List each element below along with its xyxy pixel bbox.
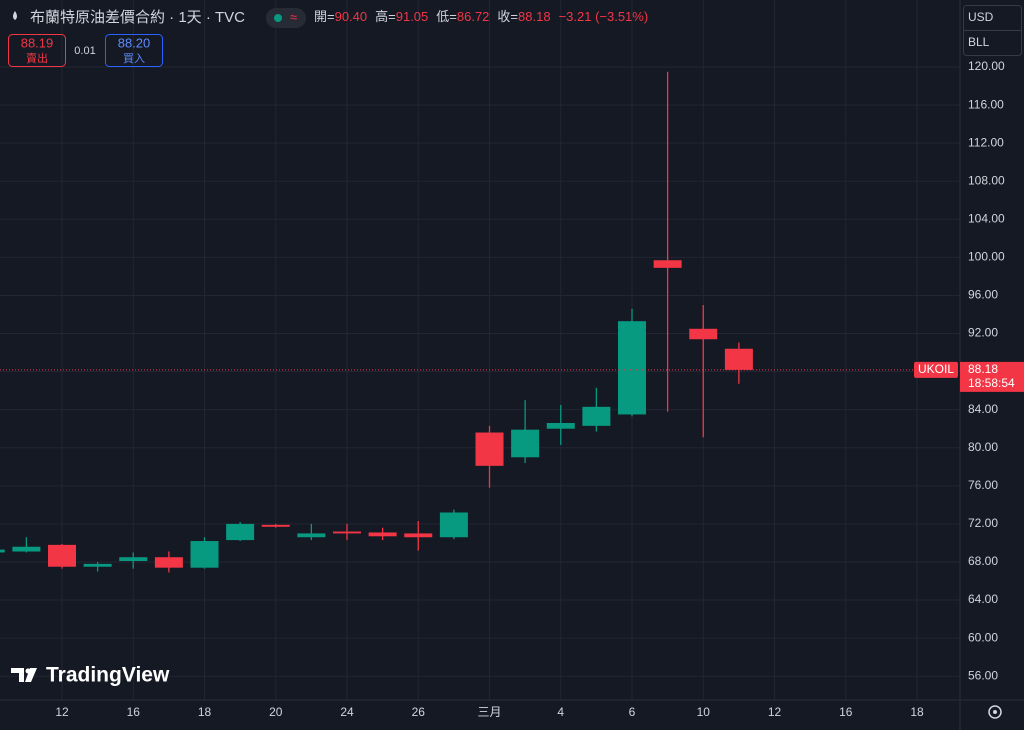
candle-body [119, 557, 148, 562]
spread: 0.01 [74, 45, 95, 57]
sell-label: 賣出 [26, 51, 48, 65]
y-tick-label: 76.00 [968, 478, 998, 492]
price-tag [960, 361, 1024, 392]
x-tick-label: 12 [768, 705, 782, 719]
candle-body [511, 429, 540, 458]
price-label: 88.18 [968, 362, 998, 376]
grid [0, 0, 960, 700]
logo-icon [25, 668, 31, 674]
symbol-tag [914, 361, 958, 378]
x-tick-label: 18 [910, 705, 924, 719]
buy-price: 88.20 [118, 35, 151, 50]
y-tick-label: 84.00 [968, 402, 998, 416]
candle-body [0, 549, 5, 553]
y-tick-label: 104.00 [968, 211, 1005, 225]
x-tick-label: 6 [629, 705, 636, 719]
candle-body [154, 557, 183, 568]
candle-body [12, 546, 41, 552]
currency: USD [968, 10, 994, 24]
logo: TradingView [11, 664, 170, 687]
candle-body [618, 321, 646, 415]
ohlc-label: 開= [314, 9, 335, 24]
icon [13, 11, 17, 20]
x-tick-label: 20 [269, 705, 283, 719]
candle-body [48, 544, 76, 567]
candle-body [582, 406, 611, 426]
y-tick-label: 68.00 [968, 554, 998, 568]
x-tick-label: 三月 [477, 705, 501, 719]
ohlc-label: 低= [436, 9, 457, 24]
candle-body [724, 348, 753, 370]
ohlc: 開=90.40 高=91.05 低=86.72 收=88.18 −3.21 (−3.51… [314, 9, 648, 24]
countdown: 18:58:54 [968, 376, 1015, 390]
plot [0, 71, 960, 573]
settings-icon[interactable] [988, 705, 1002, 719]
y-tick-label: 96.00 [968, 288, 998, 302]
candle-body [689, 328, 718, 340]
x-tick-label: 26 [412, 705, 426, 719]
unit: BLL [968, 35, 990, 49]
sell-button[interactable] [8, 34, 66, 67]
candle-body [546, 423, 575, 429]
ohlc-value: 88.18 [518, 9, 551, 24]
y-tick-label: 80.00 [968, 440, 998, 454]
buy-button[interactable] [105, 34, 163, 67]
y-tick-label: 60.00 [968, 630, 998, 644]
candle-body [475, 432, 504, 466]
candle-body [297, 533, 326, 538]
status-pill[interactable] [266, 8, 306, 28]
x-tick-label: 10 [697, 705, 711, 719]
status-dot [274, 14, 282, 22]
y-tick-label: 92.00 [968, 326, 998, 340]
y-tick-label: 64.00 [968, 592, 998, 606]
ohlc-value: 90.40 [335, 9, 368, 24]
candle-body [439, 512, 468, 538]
y-tick-label: 116.00 [968, 97, 1004, 111]
candle-body [226, 523, 255, 541]
logo-text: TradingView [46, 664, 170, 687]
x-tick-label: 24 [340, 705, 354, 719]
candle-body [190, 541, 219, 568]
ohlc-value: 86.72 [457, 9, 490, 24]
overlay: 布蘭特原油差價合約 · 1天 · TVC ≈ 開=90.40 高=91.05 低=8… [8, 5, 1024, 719]
sell-price: 88.19 [21, 35, 54, 50]
candle-body [261, 524, 290, 527]
y-tick-label: 56.00 [968, 668, 998, 682]
ohlc-label: 收= [497, 9, 518, 24]
change: −3.21 (−3.51%) [559, 9, 649, 24]
candle-body [404, 533, 433, 538]
x-tick-label: 12 [55, 705, 69, 719]
status: ≈ [290, 9, 297, 24]
candle-body [83, 563, 112, 567]
x-tick-label: 18 [198, 705, 212, 719]
settings-icon [993, 710, 997, 714]
candle-body [333, 531, 361, 534]
ohlc-label: 高= [375, 9, 396, 24]
x-tick-label: 4 [557, 705, 564, 719]
y-tick-label: 112.00 [968, 135, 1004, 149]
candle-body [653, 260, 682, 268]
buy-label: 買入 [123, 52, 145, 65]
ohlc-value: 91.05 [396, 9, 429, 24]
y-tick-label: 120.00 [968, 59, 1005, 73]
title: 布蘭特原油差價合約 · 1天 · TVC [30, 9, 245, 26]
candle-body [368, 532, 397, 537]
x-tick-label: 16 [839, 705, 853, 719]
y-tick-label: 108.00 [968, 173, 1005, 187]
symbol: UKOIL [918, 362, 954, 376]
logo-icon [11, 668, 37, 682]
x-tick-label: 16 [127, 705, 141, 719]
y-tick-label: 100.00 [968, 250, 1005, 264]
y-tick-label: 72.00 [968, 516, 998, 530]
